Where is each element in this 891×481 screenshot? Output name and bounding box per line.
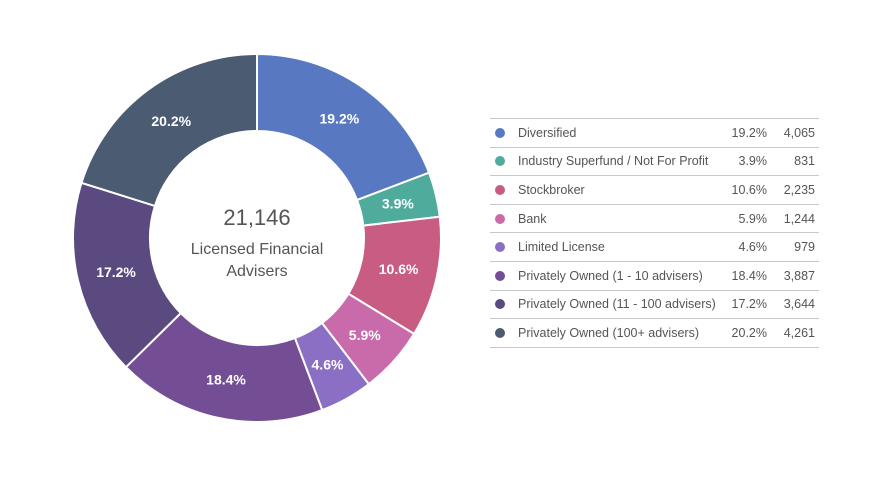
legend-series-name: Privately Owned (100+ advisers) — [518, 325, 699, 340]
slice-percent-label-7: 20.2% — [151, 113, 191, 129]
legend-row: Privately Owned (100+ advisers) 20.2% 4,26… — [490, 319, 819, 348]
donut-slices — [72, 52, 442, 423]
center-caption-line1: Licensed Financial — [191, 241, 324, 258]
slice-percent-label-4: 4.6% — [312, 357, 344, 373]
legend-row: Bank 5.9% 1,244 — [490, 205, 819, 234]
legend-row: Privately Owned (11 - 100 advisers) 17.2%… — [490, 291, 819, 320]
legend-count: 4,065 — [783, 125, 815, 140]
legend-color-dot — [495, 213, 505, 224]
legend-series-name: Privately Owned (1 - 10 advisers) — [518, 268, 703, 283]
legend: Diversified 19.2% 4,065 Industry Superfund … — [490, 118, 819, 348]
legend-row: Privately Owned (1 - 10 advisers) 18.4% 3,… — [490, 262, 819, 291]
donut-slice-labels: 19.2% 3.9% 10.6% 5.9% 4.6% 18.4% 17.2% 20.2% — [96, 111, 419, 388]
legend-row: Industry Superfund / Not For Profit 3.9% 8… — [490, 148, 819, 177]
legend-percent: 3.9% — [738, 154, 768, 169]
legend-count: 2,235 — [783, 182, 815, 197]
slice-percent-label-2: 10.6% — [379, 261, 419, 277]
legend-row: Diversified 19.2% 4,065 — [490, 119, 819, 148]
legend-color-dot — [495, 299, 505, 310]
donut-slice-0 — [256, 52, 431, 202]
legend-percent: 5.9% — [738, 211, 768, 226]
legend-series-name: Limited License — [518, 240, 605, 255]
slice-percent-label-6: 17.2% — [96, 264, 136, 280]
legend-count: 979 — [794, 240, 815, 255]
slice-percent-label-5: 18.4% — [206, 372, 246, 388]
legend-series-name: Diversified — [518, 125, 577, 140]
legend-color-dot — [495, 156, 505, 167]
donut-slice-7 — [80, 52, 258, 208]
legend-percent: 10.6% — [731, 182, 767, 197]
legend-row: Stockbroker 10.6% 2,235 — [490, 176, 819, 205]
legend-count: 3,644 — [783, 297, 815, 312]
slice-percent-label-1: 3.9% — [382, 196, 414, 212]
legend-percent: 4.6% — [738, 240, 768, 255]
legend-color-dot — [495, 270, 505, 281]
legend-row: Limited License 4.6% 979 — [490, 233, 819, 262]
legend-count: 3,887 — [783, 268, 815, 283]
legend-series-name: Industry Superfund / Not For Profit — [518, 154, 709, 169]
legend-count: 831 — [794, 154, 815, 169]
legend-series-name: Bank — [518, 211, 547, 226]
legend-color-dot — [495, 127, 505, 138]
legend-percent: 19.2% — [731, 125, 767, 140]
center-total-value: 21,146 — [223, 205, 290, 230]
legend-count: 1,244 — [783, 211, 815, 226]
slice-percent-label-3: 5.9% — [349, 327, 381, 343]
legend-percent: 18.4% — [731, 268, 767, 283]
legend-percent: 17.2% — [731, 297, 767, 312]
legend-count: 4,261 — [783, 325, 815, 340]
legend-series-name: Stockbroker — [518, 182, 585, 197]
legend-series-name: Privately Owned (11 - 100 advisers) — [518, 297, 716, 312]
legend-color-dot — [495, 242, 505, 253]
legend-color-dot — [495, 184, 505, 195]
legend-color-dot — [495, 327, 505, 338]
legend-percent: 20.2% — [731, 325, 767, 340]
slice-percent-label-0: 19.2% — [319, 111, 359, 127]
center-caption-line2: Advisers — [226, 263, 287, 280]
